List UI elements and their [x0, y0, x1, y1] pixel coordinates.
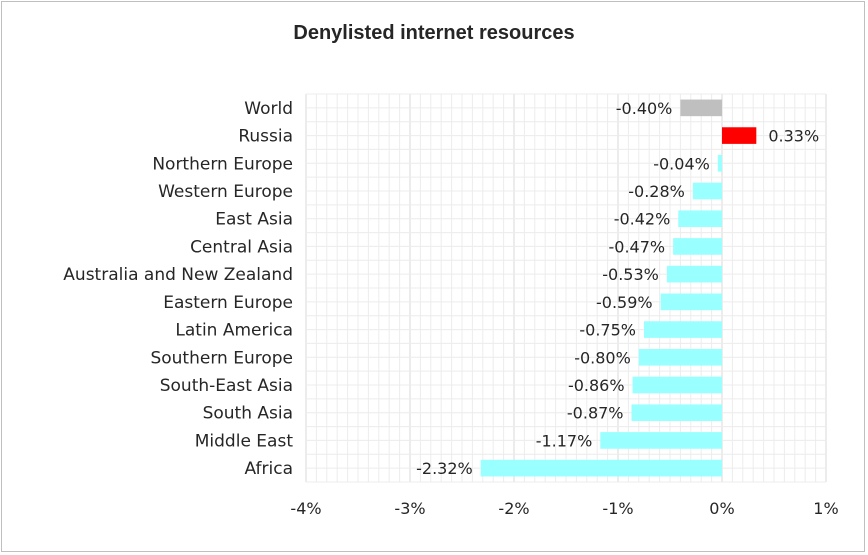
- bar-south-asia: [631, 404, 722, 422]
- bar-central-asia: [673, 238, 722, 255]
- data-label: -0.40%: [616, 99, 673, 118]
- data-label: -0.59%: [596, 293, 653, 312]
- x-tick-label: -1%: [602, 499, 633, 518]
- data-label: -0.53%: [602, 265, 659, 284]
- bar-africa: [480, 459, 722, 477]
- category-label: Northern Europe: [152, 154, 293, 174]
- category-label: South-East Asia: [160, 376, 293, 396]
- bar-world: [680, 99, 722, 117]
- data-label: -0.28%: [628, 182, 685, 201]
- x-tick-label: -2%: [498, 499, 529, 518]
- bar-latin-america: [644, 321, 722, 338]
- data-label: -0.47%: [609, 237, 666, 256]
- data-label: -1.17%: [536, 431, 593, 450]
- x-tick-label: 0%: [709, 499, 734, 518]
- x-tick-label: -3%: [394, 499, 425, 518]
- category-label: Australia and New Zealand: [63, 265, 293, 285]
- chart-title: Denylisted internet resources: [293, 22, 575, 44]
- grid: [305, 93, 827, 483]
- data-label: -0.86%: [568, 376, 625, 395]
- bar-northern-europe: [717, 154, 722, 172]
- category-label: Western Europe: [158, 182, 293, 202]
- data-label: -0.80%: [574, 348, 631, 367]
- category-label: Africa: [245, 459, 294, 479]
- category-label: Southern Europe: [150, 348, 293, 368]
- bar-australia-and-new-zealand: [666, 265, 722, 283]
- bars: [480, 99, 757, 477]
- x-tick-label: -4%: [290, 499, 321, 518]
- data-label: -0.42%: [614, 210, 671, 229]
- category-label: East Asia: [215, 210, 293, 230]
- x-axis-tick-labels: -4% -3% -2% -1% 0% 1%: [290, 499, 838, 518]
- data-labels: -0.40% 0.33% -0.04% -0.28% -0.42% -0.47% -0.53…: [416, 99, 819, 478]
- bar-south-east-asia: [632, 376, 722, 394]
- data-label: -2.32%: [416, 459, 473, 478]
- category-label: World: [244, 99, 293, 119]
- category-label: Central Asia: [190, 237, 293, 257]
- category-labels: World Russia Northern Europe Western Europe…: [63, 99, 293, 479]
- bar-middle-east: [600, 432, 722, 449]
- data-label: -0.75%: [579, 321, 636, 340]
- category-label: Eastern Europe: [163, 293, 293, 313]
- x-tick-label: 1%: [813, 499, 838, 518]
- bar-east-asia: [678, 210, 722, 228]
- data-label: 0.33%: [768, 127, 819, 146]
- bar-western-europe: [692, 182, 722, 200]
- category-label: Middle East: [195, 431, 294, 451]
- category-label: Latin America: [175, 321, 293, 341]
- bar-southern-europe: [638, 348, 722, 366]
- bar-russia: [722, 127, 757, 144]
- data-label: -0.04%: [653, 154, 710, 173]
- category-label: Russia: [238, 127, 293, 147]
- category-label: South Asia: [203, 404, 293, 424]
- bar-eastern-europe: [660, 293, 722, 311]
- data-label: -0.87%: [567, 404, 624, 423]
